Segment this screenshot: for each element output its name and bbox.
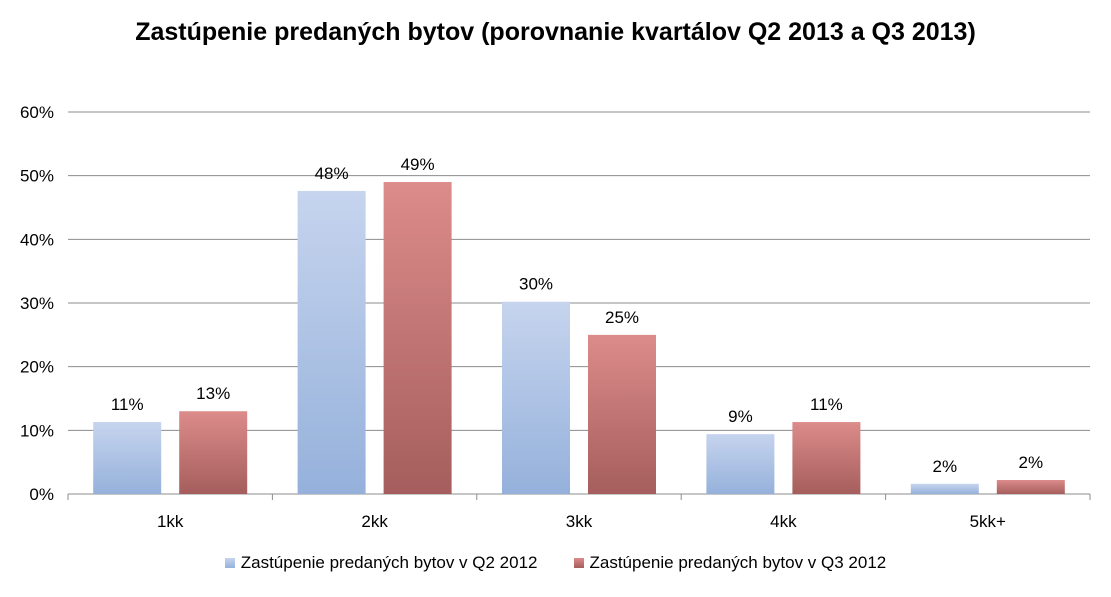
y-tick-label: 0%	[29, 485, 54, 504]
bar-q3-4kk	[792, 422, 861, 494]
legend-item-q2: Zastúpenie predaných bytov v Q2 2012	[224, 553, 538, 573]
data-label: 25%	[605, 308, 639, 327]
x-tick-label: 2kk	[361, 512, 388, 531]
bar-q2-4kk	[706, 434, 775, 494]
bar-q3-2kk	[383, 182, 452, 495]
y-tick-label: 50%	[20, 167, 54, 186]
data-label: 9%	[728, 407, 753, 426]
x-tick-label: 5kk+	[970, 512, 1006, 531]
legend-label-q3: Zastúpenie predaných bytov v Q3 2012	[589, 553, 887, 572]
legend: Zastúpenie predaných bytov v Q2 2012 Zas…	[0, 553, 1111, 573]
legend-item-q3: Zastúpenie predaných bytov v Q3 2012	[573, 553, 887, 573]
x-tick-label: 3kk	[566, 512, 593, 531]
legend-swatch-q2	[224, 558, 235, 568]
y-tick-label: 10%	[20, 421, 54, 440]
legend-label-q2: Zastúpenie predaných bytov v Q2 2012	[240, 553, 538, 572]
chart-title: Zastúpenie predaných bytov (porovnanie k…	[135, 18, 976, 46]
bar-q3-3kk	[588, 334, 656, 494]
x-tick-label: 1kk	[157, 512, 184, 531]
data-label: 2%	[933, 457, 958, 476]
data-label: 11%	[111, 395, 144, 414]
bar-q2-2kk	[297, 190, 366, 495]
data-label: 30%	[519, 275, 553, 294]
y-tick-label: 30%	[20, 294, 54, 313]
bar-q2-3kk	[502, 301, 570, 494]
y-tick-label: 40%	[20, 230, 54, 249]
y-tick-label: 20%	[20, 358, 54, 377]
data-label: 11%	[810, 395, 843, 414]
y-tick-label: 60%	[20, 103, 54, 122]
data-label: 13%	[196, 384, 230, 403]
bar-q3-1kk	[179, 411, 248, 494]
data-label: 48%	[315, 164, 349, 183]
bar-q3-5kk+	[996, 479, 1065, 494]
x-tick-label: 4kk	[770, 512, 797, 531]
data-label: 49%	[401, 155, 435, 174]
legend-swatch-q3	[573, 558, 584, 568]
bar-q2-1kk	[93, 422, 162, 494]
data-label: 2%	[1019, 453, 1044, 472]
bar-q2-5kk+	[910, 483, 979, 494]
